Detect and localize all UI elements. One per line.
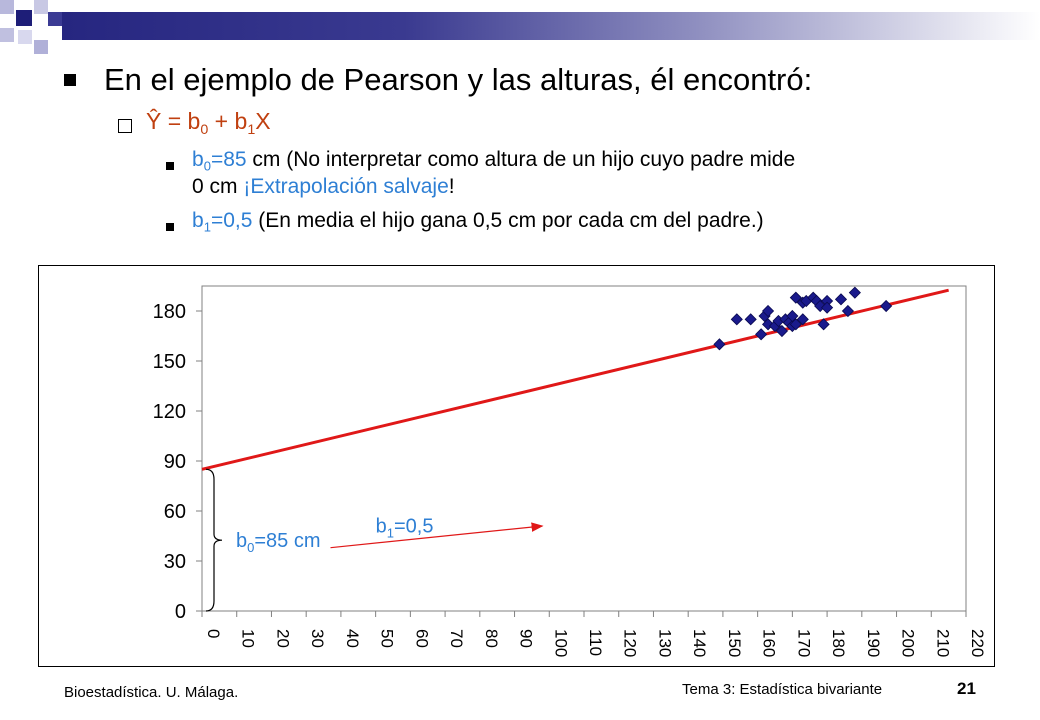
x-tick-label: 60 <box>412 629 431 648</box>
x-tick-label: 10 <box>239 629 258 648</box>
data-point <box>796 313 809 326</box>
b1-line: b1=0,5 (En media el hijo gana 0,5 cm por… <box>192 209 764 235</box>
x-tick-label: 50 <box>378 629 397 648</box>
x-tick-label: 70 <box>447 629 466 648</box>
data-point <box>755 328 768 341</box>
x-tick-label: 80 <box>482 629 501 648</box>
x-tick-label: 220 <box>968 629 987 657</box>
slide-title: En el ejemplo de Pearson y las alturas, … <box>104 62 813 97</box>
data-point <box>744 313 757 326</box>
y-tick-label: 30 <box>164 551 186 573</box>
x-tick-label: 170 <box>794 629 813 657</box>
b1-bullet <box>166 223 174 231</box>
x-tick-label: 20 <box>273 629 292 648</box>
x-tick-label: 110 <box>586 629 605 656</box>
footer-institution: Bioestadística. U. Málaga. <box>64 684 239 701</box>
data-point <box>848 286 861 299</box>
title-bullet <box>64 74 76 86</box>
x-tick-label: 160 <box>760 629 779 657</box>
slope-arrow <box>330 522 544 549</box>
slope-label: b1=0,5 <box>376 516 434 541</box>
intercept-brace <box>205 468 223 612</box>
x-tick-label: 100 <box>551 629 570 657</box>
b0-line-1: b0=85 cm (No interpretar como altura de … <box>192 148 796 174</box>
regression-line <box>201 288 949 471</box>
x-tick-label: 200 <box>899 629 918 657</box>
x-tick-label: 180 <box>829 629 848 657</box>
page-number: 21 <box>957 679 976 698</box>
plot-area <box>201 285 967 612</box>
y-tick-label: 60 <box>164 501 186 523</box>
b0-line-2: 0 cm ¡Extrapolación salvaje! <box>192 175 455 198</box>
data-point <box>817 318 830 331</box>
x-tick-label: 90 <box>517 629 536 648</box>
data-point <box>789 291 802 304</box>
b0-bullet <box>166 162 174 170</box>
data-point <box>775 324 789 338</box>
data-point <box>730 313 743 326</box>
y-tick-label: 150 <box>153 351 186 373</box>
header-bar <box>62 12 1040 40</box>
data-point <box>880 299 893 313</box>
chart-frame: 0 30 60 90 120 150 180 0 10 20 30 40 50 60 70 80 90 100 1… <box>38 265 995 667</box>
x-tick-label: 30 <box>308 629 327 648</box>
x-tick-label: 150 <box>725 629 744 657</box>
scatter-chart: 0 30 60 90 120 150 180 0 10 20 30 40 50 60 70 80 90 100 1… <box>153 285 987 657</box>
x-tick-label: 130 <box>655 629 674 657</box>
data-point <box>834 293 848 306</box>
data-point <box>713 338 726 351</box>
x-tick-label: 40 <box>343 629 362 648</box>
x-tick-label: 120 <box>621 629 640 657</box>
intercept-label: b0=85 cm <box>236 530 321 555</box>
header-decoration <box>0 0 85 62</box>
x-tick-label: 140 <box>690 629 709 657</box>
data-point <box>789 318 802 331</box>
y-tick-label: 180 <box>153 301 186 323</box>
regression-formula: Ŷ = b0 + b1X <box>146 108 271 138</box>
formula-bullet <box>118 119 132 133</box>
data-point <box>761 304 775 318</box>
footer-topic: Tema 3: Estadística bivariante <box>682 681 883 698</box>
y-tick-label: 90 <box>164 451 186 473</box>
data-point <box>821 301 834 314</box>
y-tick-label: 0 <box>175 601 186 623</box>
x-tick-label: 190 <box>864 629 883 657</box>
y-tick-label: 120 <box>153 401 186 423</box>
x-tick-label: 0 <box>204 629 223 638</box>
data-point <box>841 304 854 318</box>
x-tick-label: 210 <box>933 629 952 657</box>
data-point <box>786 309 799 323</box>
